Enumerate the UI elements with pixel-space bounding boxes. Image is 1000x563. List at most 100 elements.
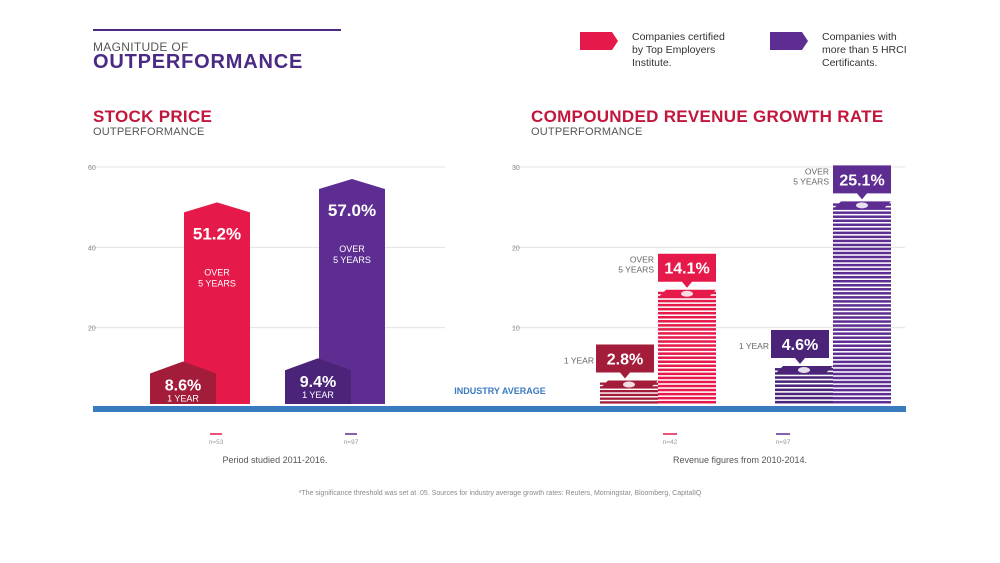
bar-value-label: 8.6% [165, 377, 201, 394]
bar-value-label: 2.8% [607, 352, 643, 369]
cash-stack-layer [658, 348, 716, 351]
cash-stack-layer [833, 267, 891, 271]
revenue-tick-label: 20 [512, 245, 520, 252]
cash-stack-layer [658, 332, 716, 335]
legend-item-top-employers: Companies certified by Top Employers Ins… [580, 31, 742, 70]
revenue-tick-label: 10 [512, 326, 520, 333]
cash-stack-layer [600, 397, 658, 400]
cash-stack-layer [833, 308, 891, 311]
footnote: *The significance threshold was set at .… [298, 490, 702, 497]
cash-stack-layer [833, 251, 891, 255]
bar-period-label: 5 YEARS [618, 265, 654, 275]
cash-stack-layer [658, 396, 716, 400]
cash-stack-layer [833, 352, 891, 356]
cash-stack-layer [658, 384, 716, 388]
cash-stack-layer [833, 396, 891, 400]
stock-tick-label: 40 [88, 245, 96, 252]
cash-stack-over-5-years [658, 289, 716, 404]
cash-stack-layer [658, 316, 716, 319]
cash-stack-layer [658, 299, 716, 303]
stock-price-caption: Period studied 2011-2016. [222, 455, 328, 465]
cash-stack-layer [658, 356, 716, 359]
cash-stack-layer [658, 307, 716, 311]
cash-stack-layer [833, 275, 891, 279]
cash-stack-layer [658, 400, 716, 404]
bar-period-label: OVER [204, 267, 230, 277]
bar-period-label: 1 YEAR [564, 356, 594, 366]
bar-value-label: 25.1% [839, 172, 884, 189]
bar-one-year [285, 358, 351, 404]
cash-stack-layer [833, 372, 891, 376]
cash-stack-layer [833, 279, 891, 283]
revenue-growth-subtitle: OUTPERFORMANCE [531, 126, 643, 138]
cash-stack-layer [658, 344, 716, 347]
cash-stack-layer [833, 380, 891, 384]
cash-stack-layer [833, 296, 891, 299]
cash-stack-layer [833, 243, 891, 247]
bar-period-label: 5 YEARS [793, 176, 829, 186]
cash-stack-layer [658, 320, 716, 323]
cash-stack-layer [833, 300, 891, 303]
cash-stack-layer [833, 312, 891, 315]
cash-stack-layer [833, 360, 891, 364]
stock-tick-label: 20 [88, 326, 96, 333]
cash-bill-seal [798, 367, 810, 374]
stock-price-subtitle: OUTPERFORMANCE [93, 126, 205, 138]
bar-period-label: OVER [339, 244, 365, 254]
bar-period-label: 1 YEAR [167, 393, 199, 403]
cash-stack-layer [600, 390, 658, 393]
cash-stack-layer [833, 271, 891, 275]
bar-period-label: 1 YEAR [739, 341, 769, 351]
cash-stack-layer [658, 376, 716, 380]
bar-value-label: 57.0% [328, 201, 376, 220]
cash-stack-layer [775, 392, 833, 396]
revenue-growth-caption: Revenue figures from 2010-2014. [672, 455, 808, 465]
cash-stack-layer [833, 304, 891, 307]
bar-one-year [150, 361, 216, 404]
cash-stack-layer [833, 392, 891, 396]
cash-stack-layer [658, 336, 716, 339]
cash-stack-layer [658, 368, 716, 372]
cash-stack-layer [833, 255, 891, 259]
sample-size-label: n=97 [776, 439, 791, 446]
cash-stack-layer [833, 376, 891, 380]
cash-stack-layer [833, 324, 891, 327]
cash-stack-layer [658, 372, 716, 376]
industry-average-line [93, 406, 906, 412]
sample-size-label: n=42 [663, 439, 678, 446]
cash-stack-layer [833, 332, 891, 335]
cash-stack-layer [833, 235, 891, 239]
page-title: OUTPERFORMANCE [93, 51, 304, 73]
cash-stack-layer [833, 336, 891, 339]
cash-stack-layer [600, 393, 658, 397]
cash-stack-layer [833, 292, 891, 295]
cash-stack-layer [833, 215, 891, 218]
cash-stack-layer [658, 360, 716, 364]
cash-stack-layer [658, 392, 716, 396]
bar-period-label: OVER [630, 255, 654, 265]
cash-stack-layer [833, 247, 891, 251]
cash-stack-one-year [600, 380, 658, 404]
cash-stack-over-5-years [833, 201, 891, 404]
sample-size-label: n=97 [344, 439, 359, 446]
cash-stack-layer [833, 219, 891, 222]
cash-stack-layer [775, 376, 833, 379]
cash-stack-layer [658, 388, 716, 392]
bar-period-label: 1 YEAR [302, 390, 334, 400]
cash-stack-layer [833, 227, 891, 231]
cash-stack-layer [658, 303, 716, 307]
legend-label: Companies with more than 5 HRCI Certific… [822, 31, 907, 69]
revenue-tick-label: 30 [512, 165, 520, 172]
cash-stack-layer [833, 223, 891, 227]
cash-stack-layer [833, 263, 891, 267]
cash-stack-layer [833, 316, 891, 319]
cash-stack-layer [833, 384, 891, 388]
cash-stack-layer [600, 401, 658, 404]
cash-stack-layer [833, 364, 891, 368]
bar-over-5-years [184, 202, 250, 404]
stock-price-title: STOCK PRICE [93, 107, 213, 126]
page-kicker: MAGNITUDE OF [93, 40, 189, 54]
bar-period-label: OVER [805, 166, 829, 176]
cash-stack-layer [833, 259, 891, 263]
